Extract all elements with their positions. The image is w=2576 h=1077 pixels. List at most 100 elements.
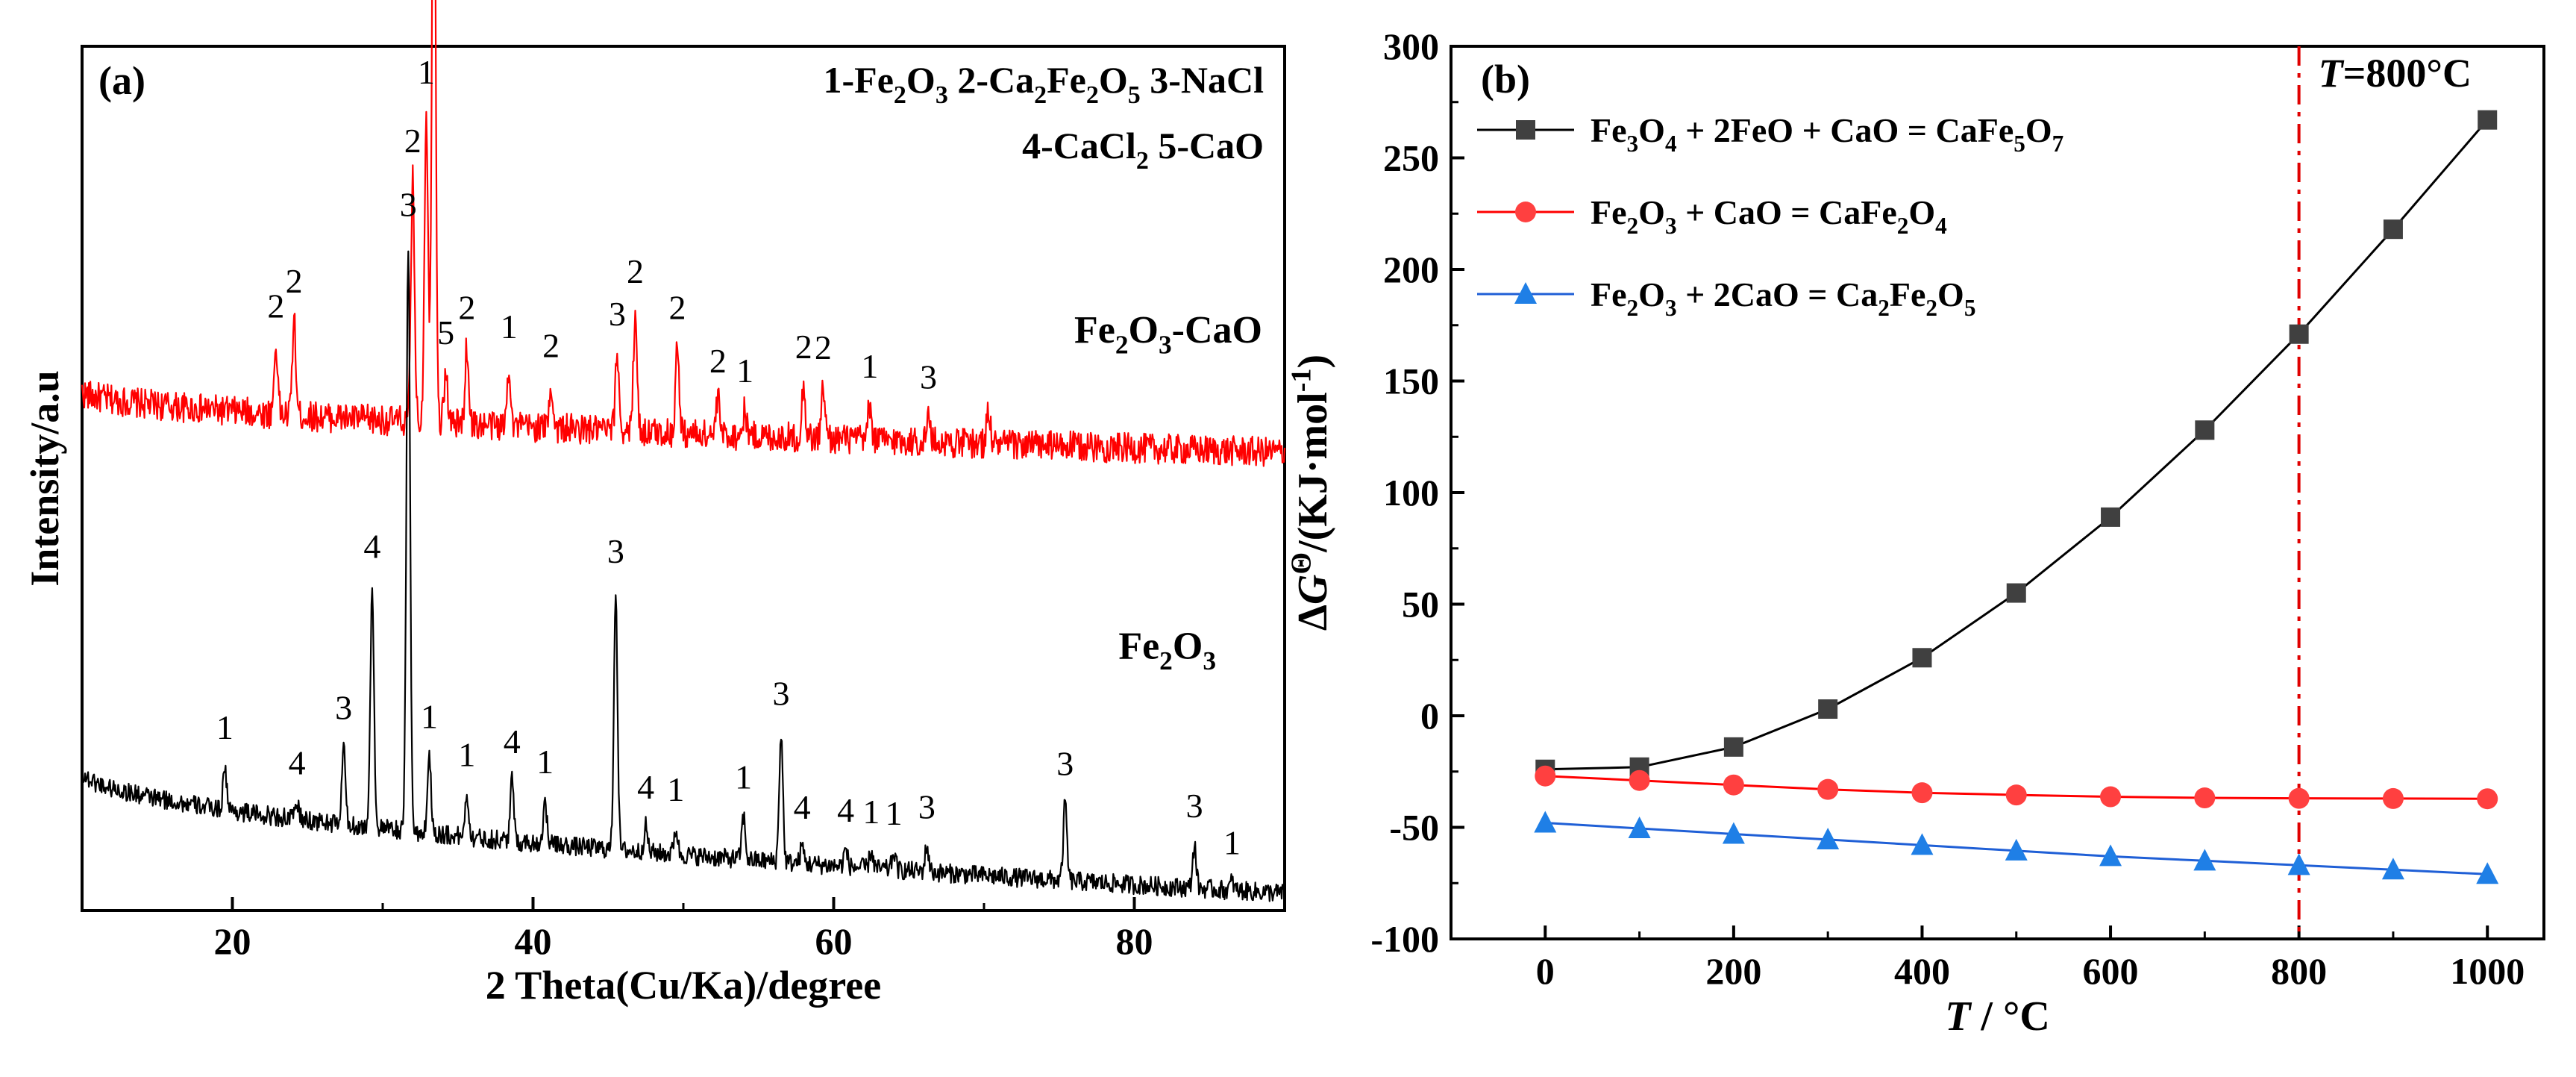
data-point (1912, 648, 1932, 668)
x-tick-label-b: 1000 (2450, 950, 2525, 992)
x-tick-label-a: 60 (815, 920, 853, 962)
peak-label: 1 (1223, 823, 1241, 861)
x-tick-label-a: 20 (214, 920, 251, 962)
data-point (1817, 827, 1840, 849)
y-tick-label-b: 250 (1383, 137, 1439, 179)
x-axis-label-a: 2 Theta(Cu/Ka)/degree (486, 963, 881, 1008)
y-tick-label-b: 100 (1383, 472, 1439, 513)
data-point (1817, 778, 1839, 800)
peak-label: 5 (437, 313, 454, 352)
peak-label: 4 (794, 788, 811, 826)
x-tick-label-b: 800 (2271, 950, 2327, 992)
data-point (1818, 699, 1838, 719)
peak-label: 1 (421, 697, 438, 735)
x-tick-label-a: 80 (1116, 920, 1153, 962)
peak-label: 4 (504, 722, 521, 761)
data-point (1723, 737, 1743, 757)
data-point (1534, 811, 1557, 833)
legend-label: Fe2O3 + 2CaO = Ca2Fe2O5 (1591, 275, 1975, 321)
peak-label: 3 (920, 358, 937, 396)
vline-label: T=800°C (2319, 51, 2472, 96)
x-tick-label-b: 600 (2083, 950, 2139, 992)
peak-label: 2 (709, 342, 727, 380)
gibbs-panel-b: -100 -50 0 50 100 150 200 250 300 0 200 400 600 800 10… (1286, 25, 2545, 1040)
data-point (2287, 853, 2310, 875)
series-label-fe2o3-cao: Fe2O3-CaO (1074, 309, 1262, 360)
data-point (1911, 782, 1933, 804)
x-tick-label-b: 200 (1705, 950, 1761, 992)
peak-label: 3 (1056, 745, 1074, 783)
data-point (2099, 844, 2122, 867)
data-point (2476, 862, 2499, 884)
data-point (2383, 219, 2403, 240)
y-axis-label-a: Intensity/a.u (22, 370, 67, 587)
data-point (1629, 769, 1650, 791)
peak-label: 3 (607, 532, 624, 570)
peak-label: 3 (1186, 787, 1203, 825)
data-point (2005, 784, 2027, 806)
peak-label: 1 (861, 347, 878, 385)
legend-marker (1514, 282, 1537, 304)
x-tick-label-a: 40 (515, 920, 552, 962)
peak-label: 1 (216, 708, 234, 746)
peak-label: 1 (886, 794, 903, 832)
peak-label: 1 (501, 308, 518, 346)
x-tick-label-b: 0 (1536, 950, 1555, 992)
xrd-series-1 (81, 250, 1286, 902)
peak-label: 4 (289, 743, 306, 781)
phase-legend-line-2: 4-CaCl2 5-CaO (1022, 125, 1264, 175)
legend-label: Fe2O3 + CaO = CaFe2O4 (1591, 193, 1947, 239)
peak-label: 1 (667, 770, 684, 808)
data-point (1911, 833, 1934, 855)
y-axis-label-b: ΔGΘ/(KJ·mol-1) (1286, 355, 1336, 631)
y-tick-label-b: 50 (1402, 584, 1439, 625)
y-tick-label-b: -100 (1370, 918, 1439, 960)
data-point (2478, 110, 2498, 130)
data-point (2100, 786, 2122, 808)
data-point (2477, 788, 2498, 810)
peak-label: 2 (627, 252, 644, 290)
y-tick-label-b: 150 (1383, 360, 1439, 402)
data-point (2006, 583, 2026, 603)
y-tick-label-b: 0 (1420, 695, 1439, 737)
data-point (1628, 816, 1651, 838)
xrd-series-0 (81, 0, 1286, 467)
panel-label-b: (b) (1481, 57, 1530, 102)
peak-label: 4 (637, 768, 654, 806)
legend-marker (1516, 120, 1535, 140)
data-point (2005, 838, 2028, 861)
x-tick-label-b: 400 (1894, 950, 1950, 992)
peak-label: 2 (404, 122, 422, 160)
phase-legend-line-1: 1-Fe2O3 2-Ca2Fe2O5 3-NaCl (824, 59, 1265, 109)
peak-label: 4 (837, 791, 854, 829)
peak-label: 2 (815, 328, 832, 366)
peak-label: 3 (772, 674, 789, 712)
data-point (2381, 858, 2404, 880)
peak-label: 1 (458, 736, 475, 774)
peak-label: 4 (363, 528, 380, 566)
peak-label: 1 (418, 53, 435, 91)
x-axis-label-b: T / °C (1945, 993, 2050, 1040)
y-tick-label-b: 200 (1383, 249, 1439, 290)
data-point (2194, 787, 2216, 809)
y-tick-label-b: -50 (1389, 807, 1439, 849)
series-label-fe2o3: Fe2O3 (1118, 625, 1216, 676)
panel-label-a: (a) (98, 58, 145, 103)
data-point (1535, 765, 1556, 787)
peak-label: 3 (335, 689, 352, 727)
data-point (2193, 849, 2216, 871)
peak-label: 1 (736, 352, 753, 390)
y-tick-label-b: 300 (1383, 25, 1439, 67)
peak-label: 3 (918, 788, 936, 826)
peak-label: 3 (400, 185, 417, 223)
data-point (2288, 787, 2310, 809)
peak-label: 2 (795, 328, 812, 366)
legend-marker (1515, 202, 1536, 222)
data-point (2195, 420, 2215, 440)
plot-frame-b (1450, 45, 2545, 940)
data-point (2289, 324, 2309, 344)
xrd-panel-a: 20 40 60 80 2 Theta(Cu/Ka)/degree Intensity/a… (22, 0, 1286, 1008)
peak-label: 2 (458, 288, 475, 326)
peak-label: 1 (862, 793, 880, 831)
